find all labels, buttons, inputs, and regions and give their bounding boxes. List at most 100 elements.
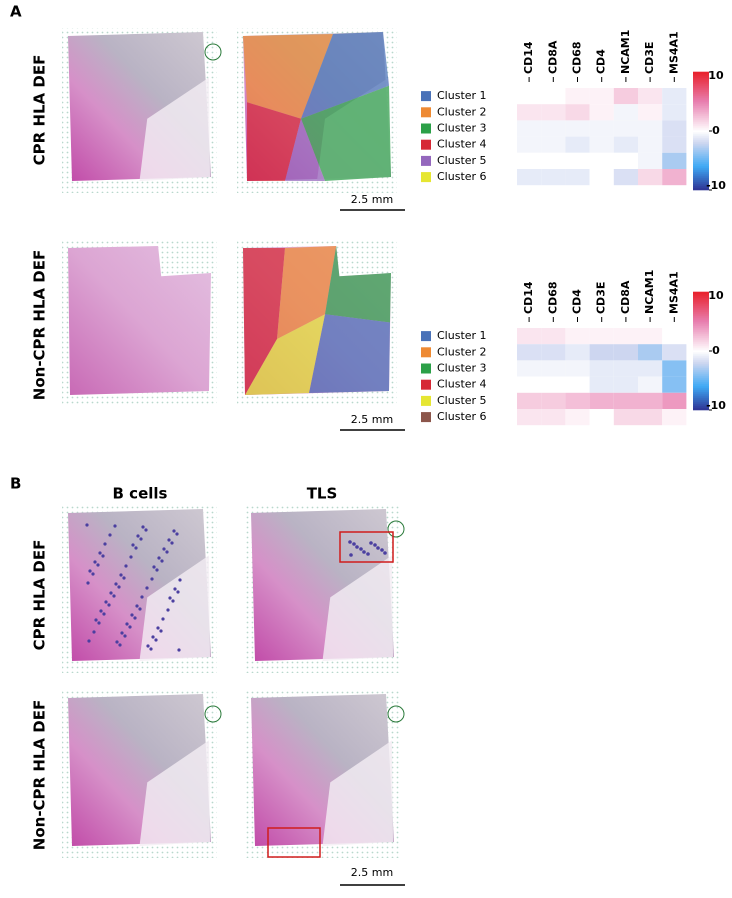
heatmap-cell bbox=[541, 392, 566, 409]
gene-label: CD68 bbox=[571, 41, 584, 74]
cluster-region bbox=[285, 118, 325, 181]
colorbar-step bbox=[693, 83, 709, 87]
heatmap-cell bbox=[565, 376, 590, 393]
legend-label: Cluster 5 bbox=[437, 394, 487, 407]
colorbar-step bbox=[693, 175, 709, 179]
b-cell-spot bbox=[112, 594, 116, 598]
colorbar-step bbox=[693, 349, 709, 353]
heatmap-cell bbox=[613, 104, 638, 121]
colorbar-step bbox=[693, 141, 709, 145]
colorbar-step bbox=[693, 383, 709, 387]
colorbar-step bbox=[693, 129, 709, 133]
heatmap-cell bbox=[541, 376, 566, 393]
heatmap-cell bbox=[662, 120, 687, 137]
colorbar-label: 0 bbox=[712, 344, 720, 357]
colorbar-step bbox=[693, 165, 709, 169]
b-cell-spot bbox=[141, 525, 145, 529]
colorbar-step bbox=[693, 333, 709, 337]
tls-spot bbox=[359, 547, 363, 551]
b-cell-spot bbox=[124, 564, 128, 568]
tls-spot bbox=[376, 546, 380, 550]
heatmap-cell bbox=[541, 360, 566, 377]
heatmap-cell bbox=[541, 409, 566, 426]
colorbar-step bbox=[693, 307, 709, 311]
gene-label: CD14 bbox=[522, 41, 535, 74]
heatmap-cell bbox=[517, 152, 542, 169]
legend-swatch bbox=[421, 91, 431, 102]
legend-label: Cluster 2 bbox=[437, 345, 487, 358]
fiducial bbox=[387, 520, 405, 538]
b-cell-spot bbox=[166, 608, 170, 612]
colorbar-step bbox=[693, 123, 709, 127]
heatmap-cell bbox=[662, 152, 687, 169]
b-cell-spot bbox=[119, 573, 123, 577]
b-cell-spot bbox=[154, 638, 158, 642]
heatmap-cell bbox=[638, 409, 663, 426]
b-cell-spot bbox=[175, 532, 179, 536]
heatmap-cell bbox=[662, 360, 687, 377]
b-cell-spot bbox=[160, 559, 164, 563]
heatmap-cell bbox=[541, 152, 566, 169]
colorbar-step bbox=[693, 373, 709, 377]
colorbar-step bbox=[693, 131, 709, 135]
b-cell-spot bbox=[140, 595, 144, 599]
heatmap-cell bbox=[589, 344, 614, 361]
legend-label: Cluster 3 bbox=[437, 122, 487, 135]
tls-spot bbox=[373, 543, 377, 547]
tls-spot bbox=[369, 541, 373, 545]
column-title: B cells bbox=[113, 485, 168, 503]
heatmap-cell bbox=[565, 152, 590, 169]
colorbar-step bbox=[693, 71, 709, 75]
fiducial bbox=[204, 43, 222, 61]
row-label: CPR HLA DEF bbox=[31, 540, 49, 651]
colorbar-step bbox=[693, 335, 709, 339]
colorbar-step bbox=[693, 357, 709, 361]
legend-label: Cluster 3 bbox=[437, 362, 487, 375]
heatmap-cell bbox=[662, 376, 687, 393]
colorbar-step bbox=[693, 143, 709, 147]
b-cell-spot bbox=[130, 613, 134, 617]
b-cell-spot bbox=[157, 556, 161, 560]
colorbar-step bbox=[693, 135, 709, 139]
colorbar-step bbox=[693, 157, 709, 161]
alveolar-region bbox=[139, 740, 210, 846]
cluster-region bbox=[325, 246, 391, 323]
b-cell-spot bbox=[149, 647, 153, 651]
gene-label: CD14 bbox=[522, 281, 535, 314]
row-label: Non-CPR HLA DEF bbox=[31, 250, 49, 400]
colorbar-step bbox=[693, 89, 709, 93]
heatmap-cell bbox=[565, 360, 590, 377]
scale-bar-label: 2.5 mm bbox=[351, 866, 393, 879]
cluster-region bbox=[301, 85, 391, 181]
colorbar-step bbox=[693, 163, 709, 167]
legend-swatch bbox=[421, 363, 431, 374]
cluster-region bbox=[309, 314, 390, 393]
colorbar-step bbox=[693, 381, 709, 385]
colorbar-step bbox=[693, 121, 709, 125]
b-cell-spot bbox=[97, 621, 101, 625]
colorbar-step bbox=[693, 145, 709, 149]
heatmap-cell bbox=[613, 409, 638, 426]
b-cell-spot bbox=[115, 640, 119, 644]
b-cell-spot bbox=[117, 585, 121, 589]
tls-spot bbox=[362, 550, 366, 554]
tls-spot bbox=[349, 553, 353, 557]
legend-label: Cluster 6 bbox=[437, 170, 487, 183]
colorbar-step bbox=[693, 339, 709, 343]
colorbar-step bbox=[693, 397, 709, 401]
legend-swatch bbox=[421, 139, 431, 150]
tls-spot bbox=[366, 552, 370, 556]
colorbar-step bbox=[693, 177, 709, 181]
b-cell-spot bbox=[135, 604, 139, 608]
cluster-region bbox=[243, 34, 333, 119]
colorbar-step bbox=[693, 311, 709, 315]
b-cell-spot bbox=[131, 543, 135, 547]
b-cell-spot bbox=[91, 572, 95, 576]
heatmap-cell bbox=[613, 169, 638, 186]
colorbar-step bbox=[693, 179, 709, 183]
heatmap-cell bbox=[541, 344, 566, 361]
colorbar-step bbox=[693, 395, 709, 399]
tls-spot bbox=[348, 540, 352, 544]
colorbar-step bbox=[693, 153, 709, 157]
colorbar-step bbox=[693, 111, 709, 115]
